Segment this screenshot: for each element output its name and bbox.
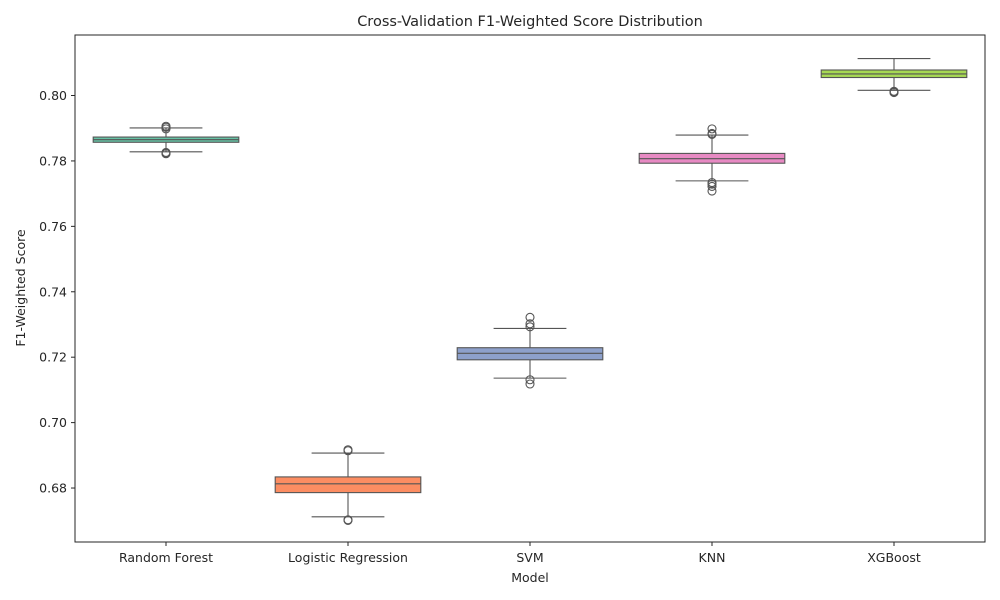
x-tick-label: SVM [516,550,543,565]
outlier-point [525,319,535,329]
chart-title: Cross-Validation F1-Weighted Score Distr… [357,14,703,30]
x-tick-label: XGBoost [867,550,921,565]
x-tick-label: Logistic Regression [288,550,408,565]
outlier-point [525,379,535,389]
outlier-point [343,446,353,456]
outlier-point [707,129,717,139]
box-svm [456,312,604,389]
y-tick-label: 0.80 [39,88,67,103]
axes-frame [74,34,986,543]
box-random-forest [92,121,240,159]
outlier-point [707,186,717,196]
outlier-point [707,179,717,189]
y-tick-label: 0.74 [39,284,67,299]
outlier-point [889,87,899,97]
y-axis-label: F1-Weighted Score [13,229,28,347]
plot-area [92,58,968,525]
box-knn [638,124,786,196]
outlier-point [525,375,535,385]
x-tick-label: KNN [699,550,726,565]
iqr-box [274,476,422,494]
outlier-point [343,515,353,525]
y-tick-label: 0.68 [39,481,67,496]
outlier-point [161,124,171,134]
y-tick-label: 0.78 [39,153,67,168]
box-xgboost [820,58,968,98]
x-tick-label: Random Forest [119,550,213,565]
outlier-point [161,148,171,158]
outlier-point [525,322,535,332]
y-tick-label: 0.70 [39,415,67,430]
x-axis-label: Model [511,570,549,585]
y-tick-label: 0.72 [39,350,67,365]
outlier-point [525,312,535,322]
y-tick-label: 0.76 [39,219,67,234]
outlier-point [707,181,717,191]
outlier-point [707,124,717,134]
box-logistic-regression [274,445,422,525]
